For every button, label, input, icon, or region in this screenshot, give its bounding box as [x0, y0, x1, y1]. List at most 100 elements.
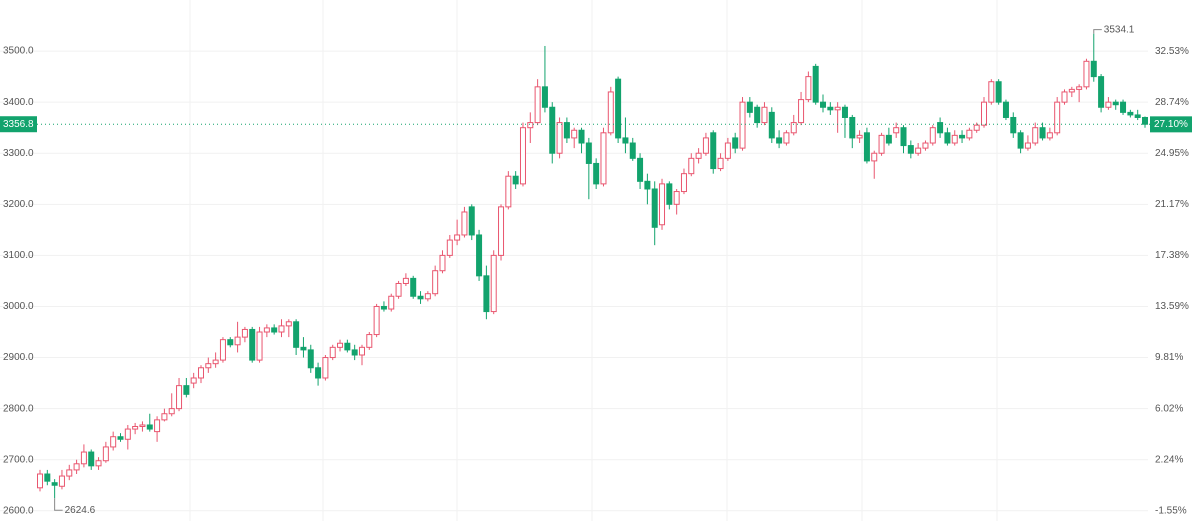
candle-body [834, 106, 841, 111]
candle-body [197, 367, 204, 379]
candle-body [139, 424, 146, 428]
low-leader [54, 498, 63, 511]
candle-body [51, 482, 58, 486]
candle-body [988, 81, 995, 103]
candle-body [995, 81, 1002, 103]
high-label: 3534.1 [1104, 24, 1135, 35]
candle-body [329, 346, 336, 359]
candle-body [498, 206, 505, 256]
candle-body [622, 137, 629, 144]
last-percent-label: 27.10% [1154, 119, 1188, 130]
candle-body [1068, 88, 1075, 93]
candle-body [300, 346, 307, 351]
candle-body [366, 334, 373, 348]
vertical-grid [189, 0, 998, 521]
candle-body [922, 142, 929, 149]
candle-body [110, 436, 117, 448]
candle-body [227, 339, 234, 346]
candle-body [600, 132, 607, 185]
y2-tick-label: 21.17% [1155, 199, 1189, 210]
candle-body [476, 234, 483, 277]
candle-body [695, 152, 702, 159]
candle-body [841, 106, 848, 118]
candle-body [1061, 91, 1068, 103]
y2-tick-label: 32.53% [1155, 46, 1189, 57]
candle-body [1002, 101, 1009, 118]
candle-body [95, 460, 102, 467]
candle-body [981, 101, 988, 126]
candle-body [556, 122, 563, 154]
candle-body [1046, 132, 1053, 139]
candle-body [322, 357, 329, 379]
candle-body [651, 188, 658, 228]
candle-body [219, 339, 226, 361]
candle-body [161, 413, 168, 421]
candle-body [571, 129, 578, 139]
candle-body [410, 277, 417, 297]
candle-body [893, 127, 900, 134]
candle-body [102, 446, 109, 462]
last-price-label: 3356.8 [3, 119, 34, 130]
candle-body [154, 419, 161, 433]
candle-body [278, 325, 285, 333]
candle-body [176, 385, 183, 410]
y2-tick-label: 6.02% [1155, 403, 1183, 414]
candle-body [417, 295, 424, 300]
candle-body [432, 270, 439, 295]
candle-body [673, 191, 680, 205]
candle-body [593, 162, 600, 185]
candle-body [1090, 60, 1097, 78]
candle-body [1076, 86, 1083, 90]
candle-body [578, 129, 585, 144]
candle-body [629, 142, 636, 159]
candle-body [146, 424, 153, 430]
candle-body [1083, 60, 1090, 88]
candle-body [395, 282, 402, 297]
candle-body [344, 342, 351, 351]
candle-body [293, 321, 300, 348]
candle-body [710, 132, 717, 170]
candle-body [659, 183, 666, 226]
candle-body [1112, 101, 1119, 106]
y-tick-label: 3500.0 [3, 46, 34, 57]
candle-body [732, 137, 739, 149]
candle-body [315, 367, 322, 379]
candle-body [1054, 101, 1061, 134]
candle-body [1120, 101, 1127, 113]
candle-body [1017, 132, 1024, 149]
candle-body [249, 328, 256, 361]
candle-body [241, 328, 248, 338]
y-tick-label: 3400.0 [3, 97, 34, 108]
candle-body [754, 106, 761, 124]
candle-body [541, 86, 548, 108]
candle-body [190, 377, 197, 384]
candle-body [1142, 116, 1148, 125]
candle-body [878, 134, 885, 154]
y2-tick-label: 28.74% [1155, 97, 1189, 108]
candle-body [951, 134, 958, 144]
candle-body [388, 295, 395, 310]
candle-body [702, 137, 709, 154]
y2-tick-label: 9.81% [1155, 352, 1183, 363]
candle-body [666, 183, 673, 205]
candle-body [439, 254, 446, 272]
candle-body [80, 451, 87, 465]
candle-body [271, 327, 278, 333]
candle-body [563, 122, 570, 139]
y-tick-label: 2800.0 [3, 403, 34, 414]
candle-body [351, 349, 358, 356]
candle-body [863, 132, 870, 162]
candle-body [790, 122, 797, 134]
candle-body [373, 305, 380, 336]
candle-body [490, 254, 497, 313]
candle-body [183, 385, 190, 395]
candle-body [37, 473, 43, 489]
candle-body [849, 116, 856, 139]
candle-body [607, 91, 614, 134]
candle-body [944, 132, 951, 144]
candle-body [512, 175, 519, 185]
candle-body [461, 211, 468, 236]
candle-body [424, 293, 431, 300]
candle-body [1039, 127, 1046, 139]
candle-body [44, 473, 51, 482]
